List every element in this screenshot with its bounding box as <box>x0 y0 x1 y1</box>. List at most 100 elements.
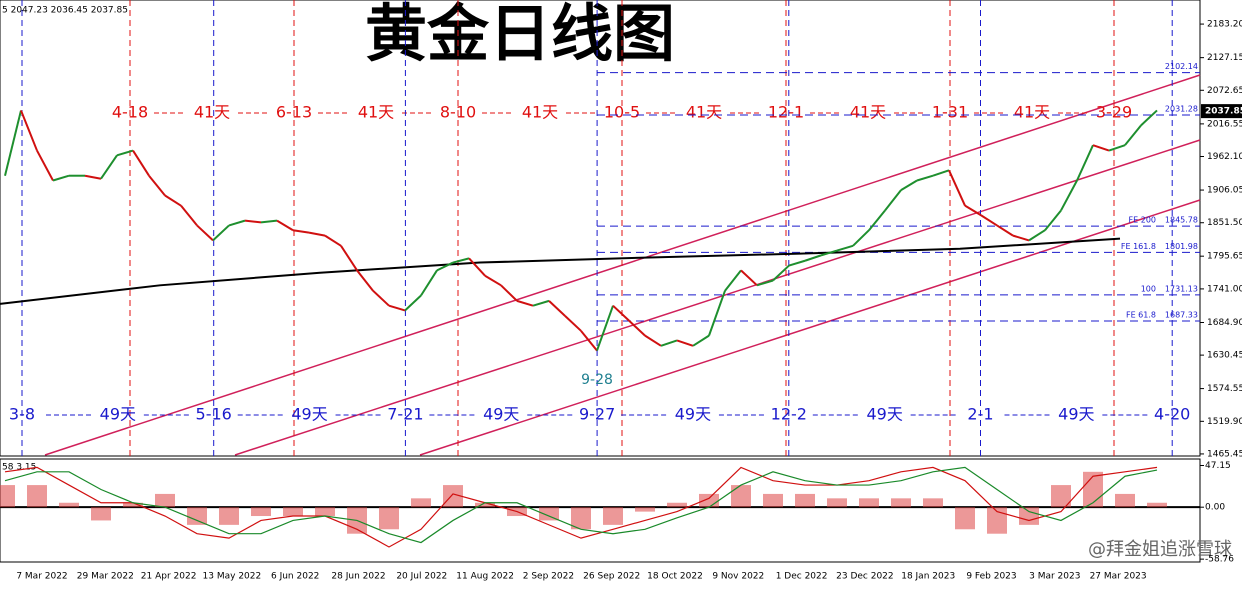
macd-bar <box>475 502 495 508</box>
x-tick-label: 18 Oct 2022 <box>647 572 703 582</box>
price-segment <box>852 229 870 247</box>
level-value: 2031.28 <box>1165 105 1198 114</box>
cycle-date: 5-16 <box>196 405 232 424</box>
x-tick-label: 3 Mar 2023 <box>1029 572 1080 582</box>
cycle-gap: 41天 <box>1014 103 1050 122</box>
price-segment <box>756 279 774 287</box>
price-segment <box>884 189 902 212</box>
level-value: 1801.98 <box>1165 242 1198 251</box>
price-segment <box>676 339 694 347</box>
price-segment <box>644 334 662 347</box>
cycle-gap: 49天 <box>675 405 711 424</box>
x-tick-label: 29 Mar 2022 <box>77 572 134 582</box>
price-segment <box>4 110 22 176</box>
price-segment <box>1028 229 1046 242</box>
y-tick-label: 1574.55 <box>1207 384 1242 394</box>
x-tick-label: 6 Jun 2022 <box>271 572 319 582</box>
signal-line <box>4 466 1158 544</box>
cycle-date: 3-8 <box>9 405 35 424</box>
price-segment <box>196 224 214 242</box>
macd-header: 58 3.15 <box>2 463 36 473</box>
channel-line <box>234 139 1201 456</box>
x-tick-label: 23 Dec 2022 <box>836 572 894 582</box>
price-segment <box>740 269 758 287</box>
y-tick-label: 1741.00 <box>1207 284 1242 294</box>
cycle-date: 9-27 <box>579 405 615 424</box>
x-tick-label: 2 Sep 2022 <box>523 572 574 582</box>
macd-bar <box>283 507 303 517</box>
price-segment <box>244 219 262 224</box>
macd-bar <box>859 498 879 508</box>
price-segment <box>980 214 998 227</box>
cycle-gap: 41天 <box>194 103 230 122</box>
low-label: 9-28 <box>581 372 613 388</box>
price-segment <box>916 174 934 182</box>
y-tick-label: 1851.50 <box>1207 218 1242 228</box>
moving-average <box>0 237 1121 305</box>
x-tick-label: 13 May 2022 <box>203 572 262 582</box>
price-segment <box>324 234 342 247</box>
cycle-gap: 41天 <box>686 103 722 122</box>
macd-bar <box>795 493 815 508</box>
price-segment <box>308 231 326 237</box>
macd-bar <box>411 498 431 508</box>
cycle-date: 6-13 <box>276 103 312 122</box>
price-segment <box>612 304 630 322</box>
macd-bar <box>635 507 655 512</box>
price-segment <box>1044 209 1062 231</box>
price-segment <box>1140 109 1158 127</box>
macd-bar <box>219 507 239 525</box>
macd-bar <box>891 498 911 508</box>
price-segment <box>116 149 134 157</box>
macd-bar <box>379 507 399 530</box>
macd-bar <box>91 507 111 521</box>
macd-bar <box>1115 493 1135 508</box>
price-segment <box>20 110 38 151</box>
price-segment <box>84 174 102 180</box>
macd-bar <box>731 485 751 508</box>
price-segment <box>516 299 534 307</box>
x-tick-label: 20 Jul 2022 <box>396 572 447 582</box>
cycle-date: 12-2 <box>771 405 807 424</box>
y-tick-label: 1465.45 <box>1207 449 1242 459</box>
macd-bar <box>539 507 559 521</box>
price-segment <box>388 304 406 312</box>
chart-title: 黄金日线图 <box>365 0 675 70</box>
cycle-gap: 49天 <box>866 405 902 424</box>
macd-frame <box>0 458 1201 563</box>
watermark: @拜金姐追涨雪球 <box>1088 539 1232 560</box>
cycle-gap: 49天 <box>483 405 519 424</box>
x-tick-label: 1 Dec 2022 <box>776 572 828 582</box>
price-segment <box>356 269 374 292</box>
x-tick-label: 21 Apr 2022 <box>141 572 197 582</box>
y-tick-label: 2183.20 <box>1207 20 1242 30</box>
y-tick-label: 1519.90 <box>1207 417 1242 427</box>
price-segment <box>1060 180 1078 211</box>
price-segment <box>164 194 182 207</box>
level-value: 1687.33 <box>1165 311 1198 320</box>
price-segment <box>996 224 1014 237</box>
macd-bar <box>155 493 175 508</box>
y-tick-label: 1795.65 <box>1207 252 1242 262</box>
cycle-gap: 49天 <box>100 405 136 424</box>
cycle-gap: 41天 <box>358 103 394 122</box>
x-tick-label: 27 Mar 2023 <box>1090 572 1147 582</box>
macd-bar <box>315 507 335 517</box>
macd-line <box>4 466 1158 548</box>
cycle-gap: 49天 <box>1058 405 1094 424</box>
price-frame <box>0 0 1201 457</box>
macd-tick-label: 0.00 <box>1205 503 1225 513</box>
cycle-date: 2-1 <box>967 405 993 424</box>
price-segment <box>228 219 246 227</box>
price-segment <box>628 319 646 337</box>
price-segment <box>1092 144 1110 152</box>
price-segment <box>100 154 118 180</box>
price-segment <box>36 150 54 181</box>
y-tick-label: 2016.55 <box>1207 119 1242 129</box>
macd-bar <box>1147 502 1167 508</box>
cycle-date: 7-21 <box>387 405 423 424</box>
y-tick-label: 1962.10 <box>1207 152 1242 162</box>
cycle-gap: 41天 <box>522 103 558 122</box>
price-segment <box>932 169 950 177</box>
price-segment <box>772 264 790 282</box>
